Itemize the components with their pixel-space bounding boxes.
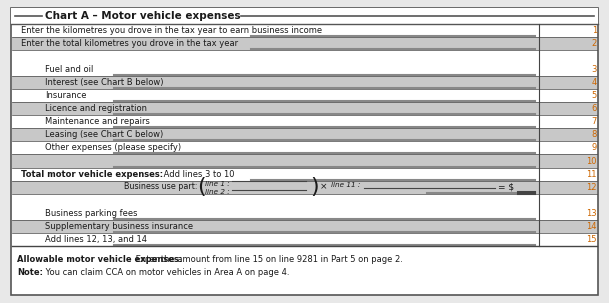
Text: Business use part:: Business use part: xyxy=(124,182,197,191)
Text: Add lines 3 to 10: Add lines 3 to 10 xyxy=(161,170,234,178)
Text: Leasing (see Chart C below): Leasing (see Chart C below) xyxy=(45,130,164,139)
Text: Note:: Note: xyxy=(17,268,43,277)
Text: 12: 12 xyxy=(586,183,597,192)
Text: Supplementary business insurance: Supplementary business insurance xyxy=(45,222,194,231)
Text: 11: 11 xyxy=(586,170,597,178)
Text: = $: = $ xyxy=(498,183,514,192)
Text: 9: 9 xyxy=(592,143,597,152)
Text: Enter the kilometres you drove in the tax year to earn business income: Enter the kilometres you drove in the ta… xyxy=(21,26,322,35)
Text: Allowable motor vehicle expenses:: Allowable motor vehicle expenses: xyxy=(17,255,182,264)
Text: 14: 14 xyxy=(586,222,597,231)
Bar xyxy=(12,102,597,115)
Text: 8: 8 xyxy=(592,130,597,139)
Text: Total motor vehicle expenses:: Total motor vehicle expenses: xyxy=(21,170,163,178)
Bar xyxy=(12,76,597,89)
Bar xyxy=(12,37,597,50)
Text: Licence and registration: Licence and registration xyxy=(45,104,147,113)
Text: 7: 7 xyxy=(592,117,597,126)
Bar xyxy=(12,220,597,233)
Text: 6: 6 xyxy=(592,104,597,113)
Text: Enter the total kilometres you drove in the tax year: Enter the total kilometres you drove in … xyxy=(21,39,238,48)
Text: (: ( xyxy=(197,177,206,197)
Bar xyxy=(12,155,597,168)
Bar xyxy=(12,181,597,194)
Text: 5: 5 xyxy=(592,91,597,100)
Text: Business parking fees: Business parking fees xyxy=(45,209,138,218)
Text: Chart A – Motor vehicle expenses: Chart A – Motor vehicle expenses xyxy=(45,11,241,21)
Text: 1: 1 xyxy=(592,26,597,35)
Text: 15: 15 xyxy=(586,235,597,244)
Text: Enter the amount from line 15 on line 9281 in Part 5 on page 2.: Enter the amount from line 15 on line 92… xyxy=(133,255,403,264)
Bar xyxy=(12,128,597,142)
Text: line 11 :: line 11 : xyxy=(331,182,361,188)
Text: Maintenance and repairs: Maintenance and repairs xyxy=(45,117,150,126)
Text: Add lines 12, 13, and 14: Add lines 12, 13, and 14 xyxy=(45,235,147,244)
Text: 4: 4 xyxy=(592,78,597,87)
Text: You can claim CCA on motor vehicles in Area A on page 4.: You can claim CCA on motor vehicles in A… xyxy=(43,268,290,277)
Text: ×: × xyxy=(320,183,327,192)
Text: 10: 10 xyxy=(586,157,597,165)
Text: line 2 :: line 2 : xyxy=(205,189,230,195)
Text: Other expenses (please specify): Other expenses (please specify) xyxy=(45,143,181,152)
Text: line 1 :: line 1 : xyxy=(205,181,230,187)
Bar xyxy=(11,8,598,24)
Text: Insurance: Insurance xyxy=(45,91,87,100)
Text: 13: 13 xyxy=(586,209,597,218)
Text: Fuel and oil: Fuel and oil xyxy=(45,65,94,74)
Text: 2: 2 xyxy=(592,39,597,48)
Text: 3: 3 xyxy=(592,65,597,74)
Text: Interest (see Chart B below): Interest (see Chart B below) xyxy=(45,78,164,87)
Text: ): ) xyxy=(310,177,319,197)
